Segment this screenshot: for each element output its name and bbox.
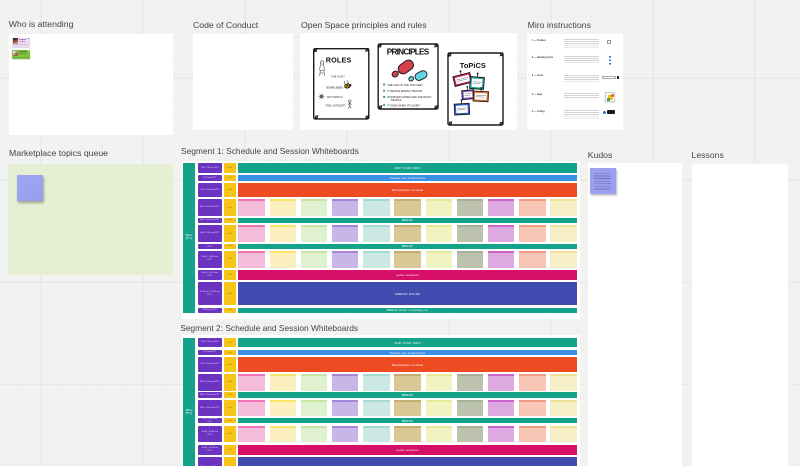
svg-text:WHOEVER COMES ARE THE RIGHT: WHOEVER COMES ARE THE RIGHT <box>387 95 432 99</box>
svg-text:IT BEGINS WHEN IT BEGINS: IT BEGINS WHEN IT BEGINS <box>387 89 422 93</box>
svg-text:IT ENDS WHEN IT'S OVER: IT ENDS WHEN IT'S OVER <box>387 103 419 107</box>
svg-text:ROLES: ROLES <box>326 55 352 64</box>
svg-text:THE LISTENER: THE LISTENER <box>325 104 345 108</box>
svg-text:PRINCIPLES: PRINCIPLES <box>387 47 430 56</box>
svg-text:THE HOST: THE HOST <box>331 75 345 79</box>
svg-text:THE LAW OF THE TWO FEET: THE LAW OF THE TWO FEET <box>387 83 423 87</box>
svg-text:BUMBLEBEE: BUMBLEBEE <box>326 85 343 89</box>
svg-text:ToPiCS: ToPiCS <box>460 61 486 70</box>
svg-text:BUTTERFLY: BUTTERFLY <box>327 95 343 99</box>
svg-text:PEOPLE: PEOPLE <box>391 98 402 102</box>
